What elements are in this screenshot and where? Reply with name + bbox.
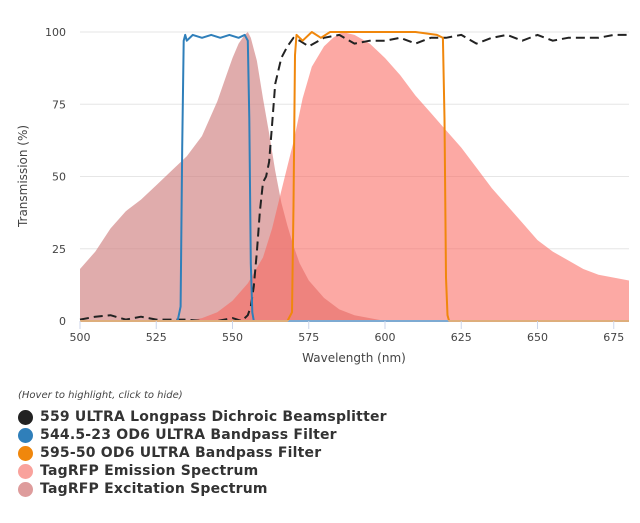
y-tick-label: 50 bbox=[52, 171, 66, 184]
legend-hint: (Hover to highlight, click to hide) bbox=[18, 390, 183, 401]
y-tick-label: 25 bbox=[52, 243, 66, 256]
x-tick-label: 500 bbox=[70, 331, 91, 344]
legend-label: 544.5-23 OD6 ULTRA Bandpass Filter bbox=[40, 427, 337, 443]
x-tick-label: 600 bbox=[375, 331, 396, 344]
y-tick-label: 0 bbox=[59, 315, 66, 328]
legend: (Hover to highlight, click to hide) 559 … bbox=[18, 390, 387, 498]
legend-items: 559 ULTRA Longpass Dichroic Beamsplitter… bbox=[18, 408, 387, 498]
legend-marker bbox=[18, 463, 33, 479]
tagrfp-excitation-spectrum-area[interactable] bbox=[80, 32, 385, 321]
legend-label: TagRFP Excitation Spectrum bbox=[40, 481, 268, 497]
series-layer bbox=[79, 31, 630, 322]
spectrum-chart: 0 25 50 75 100 500 525 550 575 600 625 650 675 Wavel… bbox=[16, 26, 630, 365]
x-axis-title: Wavelength (nm) bbox=[302, 351, 406, 365]
x-tick-label: 525 bbox=[146, 331, 167, 344]
legend-item-tagrfp-emission-spectrum[interactable]: TagRFP Emission Spectrum bbox=[18, 462, 387, 480]
x-tick-label: 625 bbox=[451, 331, 472, 344]
legend-marker bbox=[18, 445, 33, 461]
legend-label: 559 ULTRA Longpass Dichroic Beamsplitter bbox=[40, 409, 387, 425]
595-50-od6-ultra-bandpass-filter-line[interactable] bbox=[80, 31, 629, 322]
axes: 0 25 50 75 100 500 525 550 575 600 625 650 675 bbox=[45, 26, 629, 344]
tagrfp-emission-spectrum-area[interactable] bbox=[186, 32, 630, 321]
legend-marker bbox=[18, 409, 33, 425]
x-tick-label: 550 bbox=[222, 331, 243, 344]
544-5-23-od6-ultra-bandpass-filter-line[interactable] bbox=[80, 33, 629, 322]
x-tick-label: 675 bbox=[603, 331, 624, 344]
legend-label: 595-50 OD6 ULTRA Bandpass Filter bbox=[40, 445, 322, 461]
x-tick-label: 650 bbox=[527, 331, 548, 344]
legend-label: TagRFP Emission Spectrum bbox=[40, 463, 259, 479]
y-axis-title: Transmission (%) bbox=[16, 125, 30, 228]
legend-marker bbox=[18, 481, 33, 497]
legend-item-544-5-23-od6-ultra-bandpass-filter[interactable]: 544.5-23 OD6 ULTRA Bandpass Filter bbox=[18, 426, 387, 444]
legend-marker bbox=[18, 427, 33, 443]
x-tick-label: 575 bbox=[298, 331, 319, 344]
y-tick-label: 75 bbox=[52, 98, 66, 111]
legend-item-595-50-od6-ultra-bandpass-filter[interactable]: 595-50 OD6 ULTRA Bandpass Filter bbox=[18, 444, 387, 462]
y-tick-label: 100 bbox=[45, 26, 66, 39]
legend-item-tagrfp-excitation-spectrum[interactable]: TagRFP Excitation Spectrum bbox=[18, 480, 387, 498]
legend-item-559-ultra-longpass-dichroic-beamsplitter[interactable]: 559 ULTRA Longpass Dichroic Beamsplitter bbox=[18, 408, 387, 426]
559-ultra-longpass-dichroic-beamsplitter-line[interactable] bbox=[79, 33, 629, 322]
